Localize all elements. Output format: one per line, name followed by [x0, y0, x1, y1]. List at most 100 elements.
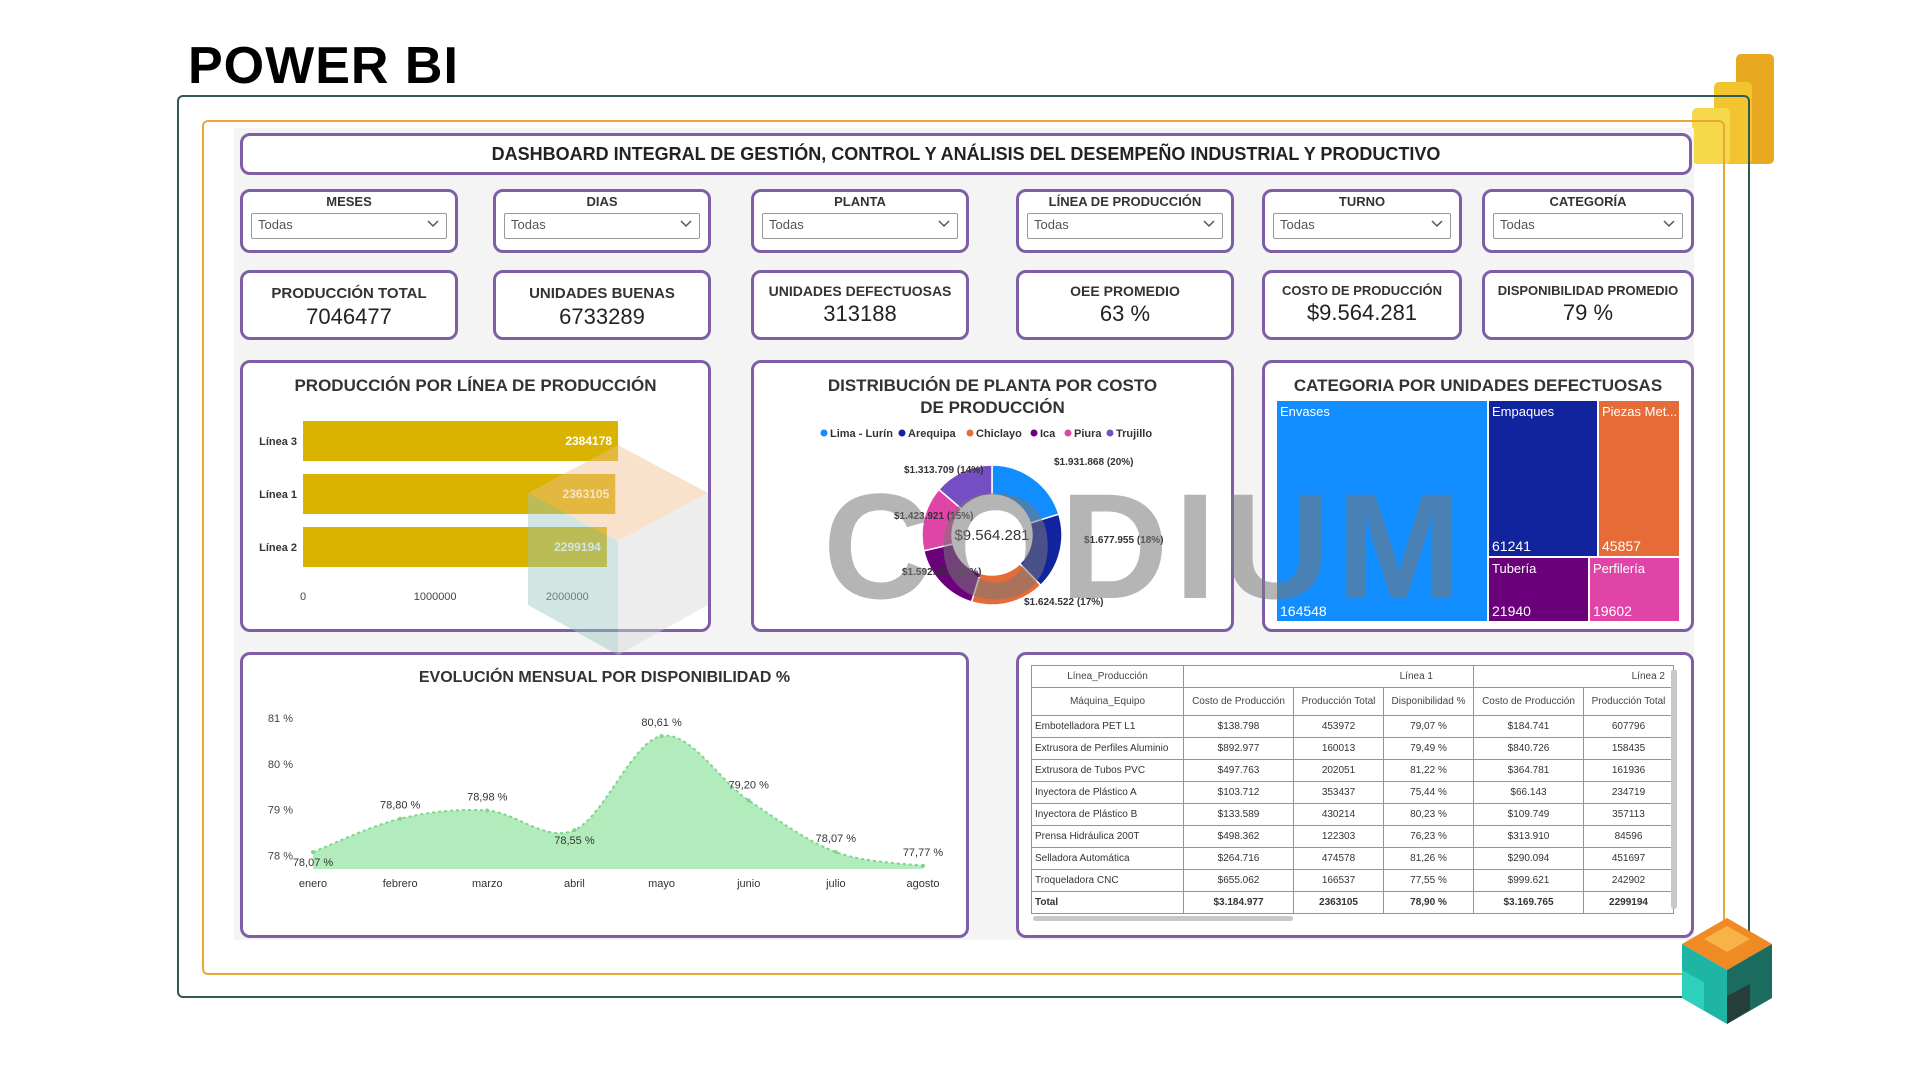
bar-value-label: 2363105 [563, 487, 610, 501]
table-cell: $66.143 [1473, 781, 1584, 804]
matrix-vertical-scrollbar[interactable] [1671, 669, 1677, 909]
matrix-group-header: Línea 2 [1473, 665, 1674, 688]
x-tick-label: febrero [383, 878, 418, 890]
tile-value: 164548 [1280, 603, 1327, 619]
slicer-dropdown-linea[interactable]: Todas [1027, 213, 1223, 239]
treemap-tile-envases[interactable]: Envases 164548 [1277, 401, 1487, 621]
point-label: 78,80 % [380, 800, 421, 812]
treemap-tile-empaques[interactable]: Empaques 61241 [1489, 401, 1597, 556]
kpi-label: PRODUCCIÓN TOTAL [271, 285, 427, 302]
kpi-oee-promedio: OEE PROMEDIO 63 % [1016, 270, 1234, 340]
chevron-down-icon [1431, 220, 1443, 228]
slicer-dropdown-meses[interactable]: Todas [251, 213, 447, 239]
table-cell: Embotelladora PET L1 [1031, 715, 1184, 738]
donut-center-label: $9.564.281 [954, 527, 1029, 544]
slicer-value: Todas [1500, 217, 1535, 232]
slicer-value: Todas [511, 217, 546, 232]
slicer-label: TURNO [1338, 194, 1386, 209]
kpi-value: 313188 [823, 301, 897, 326]
legend-item[interactable]: Ica [1040, 428, 1056, 440]
bar-chart-svg: Línea 3 2384178 Línea 1 2363105 Línea 2 22991… [259, 421, 619, 603]
legend-item[interactable]: Arequipa [908, 428, 957, 440]
slicer-label: LÍNEA DE PRODUCCIÓN [1048, 194, 1202, 209]
table-cell: 353437 [1293, 781, 1384, 804]
table-row[interactable]: Prensa Hidráulica 200T $498.362 122303 76,2… [1031, 825, 1674, 848]
table-row[interactable]: Selladora Automática $264.716 474578 81,26 … [1031, 847, 1674, 870]
slicer-value: Todas [769, 217, 804, 232]
matrix-horizontal-scrollbar[interactable] [1033, 916, 1293, 921]
table-cell: 357113 [1583, 803, 1674, 826]
kpi-label: UNIDADES DEFECTUOSAS [768, 283, 952, 299]
kpi-value: 79 % [1562, 300, 1614, 325]
slicer-dropdown-turno[interactable]: Todas [1273, 213, 1451, 239]
chevron-down-icon [427, 220, 439, 228]
brand-title: POWER BI [188, 37, 459, 95]
dashboard-title: DASHBOARD INTEGRAL DE GESTIÓN, CONTROL Y… [240, 133, 1692, 175]
table-cell: 80,23 % [1383, 803, 1474, 826]
table-cell: Selladora Automática [1031, 847, 1184, 870]
table-cell: $364.781 [1473, 759, 1584, 782]
legend-marker [966, 429, 974, 437]
slicer-value: Todas [1034, 217, 1069, 232]
donut-slice[interactable] [937, 464, 993, 511]
slicer-dropdown-dias[interactable]: Todas [504, 213, 700, 239]
legend-item[interactable]: Lima - Lurín [830, 428, 893, 440]
tile-value: 45857 [1602, 538, 1641, 554]
legend-marker [1064, 429, 1072, 437]
table-row[interactable]: Extrusora de Perfiles Aluminio $892.977 16… [1031, 737, 1674, 760]
donut-slice[interactable] [991, 464, 1060, 525]
table-cell: Troqueladora CNC [1031, 869, 1184, 892]
table-cell: Prensa Hidráulica 200T [1031, 825, 1184, 848]
kpi-value: 63 % [1099, 301, 1151, 326]
table-row[interactable]: Embotelladora PET L1 $138.798 453972 79,07 … [1031, 715, 1674, 738]
data-point[interactable] [398, 816, 403, 821]
table-cell: 166537 [1293, 869, 1384, 892]
legend-item[interactable]: Trujillo [1116, 428, 1152, 440]
table-cell: $109.749 [1473, 803, 1584, 826]
table-row[interactable]: Inyectora de Plástico B $133.589 430214 80,… [1031, 803, 1674, 826]
data-point[interactable] [659, 733, 664, 738]
matrix-column-header: Producción Total [1583, 687, 1674, 716]
treemap-tile-tuberia[interactable]: Tubería 21940 [1489, 558, 1588, 621]
slicer-dropdown-categoria[interactable]: Todas [1493, 213, 1683, 239]
bar[interactable] [303, 474, 616, 514]
kpi-value: 6733289 [559, 304, 645, 329]
table-cell: $313.910 [1473, 825, 1584, 848]
table-row[interactable]: Inyectora de Plástico A $103.712 353437 75,… [1031, 781, 1674, 804]
inner-frame [202, 120, 1725, 975]
point-label: 78,55 % [554, 835, 595, 847]
treemap-tile-piezas[interactable]: Piezas Met... 45857 [1599, 401, 1679, 556]
x-tick-label: 2000000 [546, 591, 589, 603]
legend-item[interactable]: Chiclayo [976, 428, 1022, 440]
data-point[interactable] [746, 798, 751, 803]
table-cell: $999.621 [1473, 869, 1584, 892]
table-row[interactable]: Extrusora de Tubos PVC $497.763 202051 81,2… [1031, 759, 1674, 782]
slicer-turno: TURNO Todas [1262, 189, 1462, 253]
table-row[interactable]: Troqueladora CNC $655.062 166537 77,55 % $99… [1031, 869, 1674, 892]
slicer-planta: PLANTA Todas [751, 189, 969, 253]
kpi-disponibilidad-promedio: DISPONIBILIDAD PROMEDIO 79 % [1482, 270, 1694, 340]
tile-label: Envases [1280, 404, 1330, 419]
table-total-cell: 2299194 [1583, 891, 1674, 914]
tile-label: Empaques [1492, 404, 1555, 419]
data-point[interactable] [311, 850, 315, 855]
data-point[interactable] [572, 828, 577, 833]
table-cell: Extrusora de Perfiles Aluminio [1031, 737, 1184, 760]
matrix-corner-header: Línea_Producción [1031, 665, 1184, 688]
slicer-label: DIAS [586, 194, 618, 209]
legend-item[interactable]: Piura [1074, 428, 1102, 440]
data-point[interactable] [833, 850, 838, 855]
table-cell: 79,07 % [1383, 715, 1474, 738]
slicer-dropdown-planta[interactable]: Todas [762, 213, 958, 239]
table-cell: 161936 [1583, 759, 1674, 782]
data-point[interactable] [485, 808, 490, 813]
table-cell: $133.589 [1183, 803, 1294, 826]
bar[interactable] [303, 421, 619, 461]
data-point[interactable] [921, 863, 925, 868]
bar[interactable] [303, 527, 607, 567]
treemap-tile-perfileria[interactable]: Perfilería 19602 [1590, 558, 1679, 621]
y-tick-label: 78 % [268, 850, 293, 862]
table-cell: $103.712 [1183, 781, 1294, 804]
table-cell: 81,22 % [1383, 759, 1474, 782]
